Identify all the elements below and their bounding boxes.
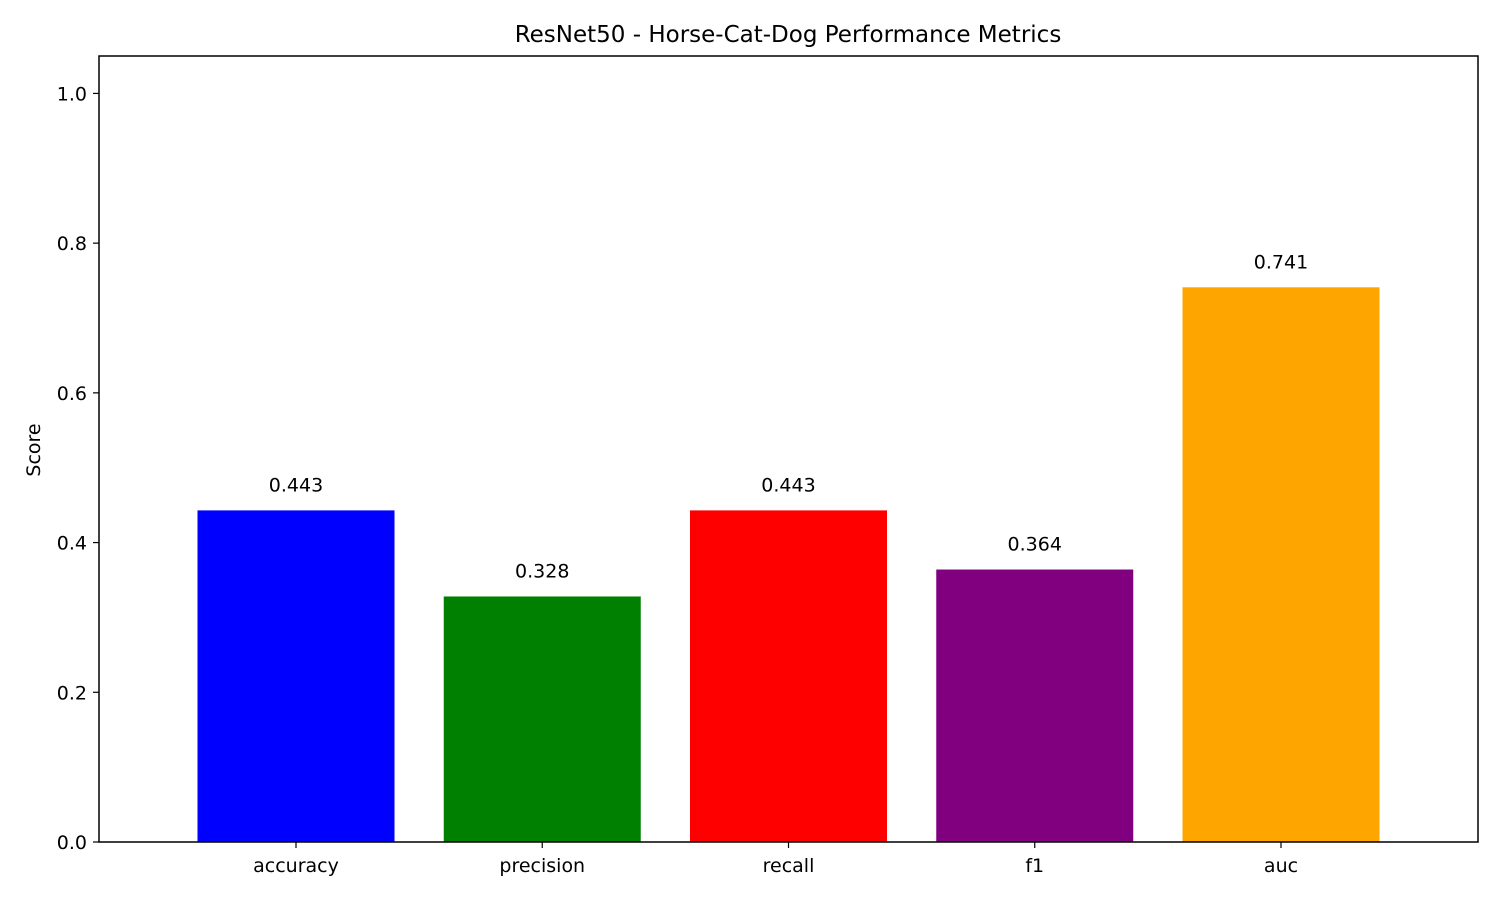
plot-frame [98, 55, 1479, 843]
y-tick-label-5: 1.0 [57, 83, 87, 105]
data-label-f1: 0.364 [1008, 534, 1062, 556]
y-tick-label-2: 0.4 [57, 533, 87, 555]
y-tick-label-3: 0.6 [57, 383, 87, 405]
data-label-auc: 0.741 [1254, 251, 1308, 273]
y-tick-label-1: 0.2 [57, 682, 87, 704]
y-tick-label-4: 0.8 [57, 233, 87, 255]
ticks-layer [93, 92, 1282, 848]
x-tick-label-recall: recall [763, 855, 815, 877]
y-axis-label: Score [23, 423, 45, 476]
labels-layer: 0.443 accuracy 0.328 precision 0.443 recall 0.… [57, 83, 1308, 877]
chart-title: ResNet50 - Horse-Cat-Dog Performance Met… [515, 22, 1062, 48]
bar-accuracy [197, 510, 395, 842]
data-label-recall: 0.443 [761, 474, 815, 496]
bar-auc [1182, 287, 1380, 842]
bars-layer [197, 287, 1380, 842]
data-label-accuracy: 0.443 [269, 474, 323, 496]
y-tick-label-0: 0.0 [57, 832, 87, 854]
bar-recall [690, 510, 887, 842]
x-tick-label-f1: f1 [1025, 855, 1044, 877]
bar-f1 [936, 569, 1134, 842]
data-label-precision: 0.328 [515, 560, 569, 582]
x-tick-label-precision: precision [499, 855, 585, 877]
x-tick-label-accuracy: accuracy [253, 855, 339, 877]
x-tick-label-auc: auc [1264, 855, 1298, 877]
bar-precision [443, 596, 641, 842]
